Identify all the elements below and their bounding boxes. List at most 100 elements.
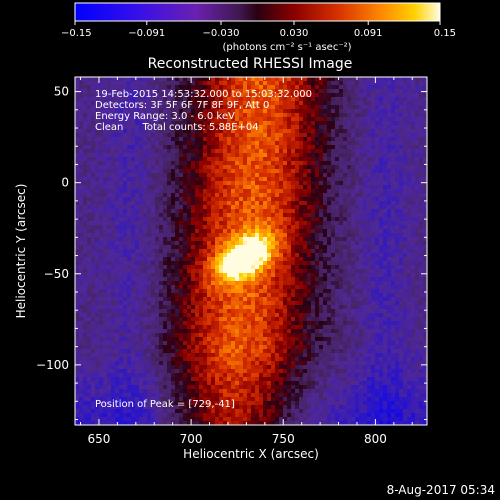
heatmap-cell	[143, 241, 148, 246]
heatmap-cell	[115, 329, 120, 334]
heatmap-cell	[195, 345, 200, 350]
heatmap-cell	[295, 413, 300, 418]
heatmap-cell	[159, 321, 164, 326]
heatmap-cell	[195, 365, 200, 370]
heatmap-cell	[91, 193, 96, 198]
heatmap-cell	[155, 93, 160, 98]
heatmap-cell	[255, 249, 260, 254]
heatmap-cell	[147, 85, 152, 90]
heatmap-cell	[151, 389, 156, 394]
heatmap-cell	[155, 361, 160, 366]
heatmap-cell	[211, 385, 216, 390]
heatmap-cell	[227, 77, 232, 82]
heatmap-cell	[259, 353, 264, 358]
heatmap-cell	[211, 357, 216, 362]
heatmap-cell	[211, 117, 216, 122]
heatmap-cell	[155, 173, 160, 178]
heatmap-cell	[87, 261, 92, 266]
heatmap-cell	[295, 341, 300, 346]
heatmap-cell	[139, 253, 144, 258]
heatmap-cell	[199, 277, 204, 282]
heatmap-cell	[111, 177, 116, 182]
heatmap-cell	[299, 137, 304, 142]
heatmap-cell	[283, 273, 288, 278]
heatmap-cell	[243, 225, 248, 230]
heatmap-cell	[183, 313, 188, 318]
heatmap-cell	[115, 117, 120, 122]
heatmap-cell	[123, 317, 128, 322]
heatmap-cell	[91, 117, 96, 122]
heatmap-cell	[87, 97, 92, 102]
heatmap-cell	[139, 117, 144, 122]
heatmap-cell	[255, 133, 260, 138]
heatmap-cell	[75, 153, 80, 158]
heatmap-cell	[283, 421, 288, 425]
heatmap-cell	[303, 89, 308, 94]
heatmap-cell	[147, 165, 152, 170]
heatmap-cell	[279, 129, 284, 134]
heatmap-cell	[271, 293, 276, 298]
heatmap-cell	[99, 85, 104, 90]
heatmap-cell	[199, 161, 204, 166]
heatmap-cell	[179, 369, 184, 374]
heatmap-cell	[235, 201, 240, 206]
heatmap-cell	[255, 269, 260, 274]
heatmap-cell	[75, 237, 80, 242]
heatmap-cell	[303, 109, 308, 114]
heatmap-cell	[203, 153, 208, 158]
heatmap-cell	[275, 373, 280, 378]
heatmap-cell	[167, 317, 172, 322]
heatmap-cell	[171, 225, 176, 230]
heatmap-cell	[127, 221, 132, 226]
heatmap-cell	[291, 413, 296, 418]
heatmap-cell	[295, 193, 300, 198]
heatmap-cell	[227, 237, 232, 242]
heatmap-cell	[103, 169, 108, 174]
heatmap-cell	[291, 337, 296, 342]
heatmap-cell	[215, 313, 220, 318]
heatmap-cell	[211, 285, 216, 290]
heatmap-cell	[235, 381, 240, 386]
heatmap-cell	[203, 385, 208, 390]
heatmap-cell	[223, 217, 228, 222]
heatmap-cell	[299, 113, 304, 118]
heatmap-cell	[275, 185, 280, 190]
heatmap-cell	[287, 413, 292, 418]
heatmap-cell	[123, 93, 128, 98]
heatmap-cell	[255, 149, 260, 154]
heatmap-cell	[191, 321, 196, 326]
heatmap-cell	[223, 269, 228, 274]
heatmap-cell	[83, 81, 88, 86]
heatmap-cell	[291, 197, 296, 202]
heatmap-cell	[183, 205, 188, 210]
heatmap-cell	[79, 301, 84, 306]
heatmap-cell	[83, 249, 88, 254]
heatmap-cell	[287, 325, 292, 330]
heatmap-cell	[299, 201, 304, 206]
heatmap-cell	[279, 229, 284, 234]
heatmap-cell	[111, 181, 116, 186]
heatmap-cell	[179, 257, 184, 262]
heatmap-cell	[107, 129, 112, 134]
heatmap-cell	[75, 397, 80, 402]
heatmap-cell	[251, 325, 256, 330]
heatmap-cell	[251, 189, 256, 194]
heatmap-cell	[179, 149, 184, 154]
heatmap-cell	[87, 409, 92, 414]
heatmap-cell	[95, 333, 100, 338]
heatmap-cell	[159, 333, 164, 338]
heatmap-cell	[219, 309, 224, 314]
heatmap-cell	[227, 121, 232, 126]
heatmap-cell	[119, 165, 124, 170]
heatmap-cell	[295, 225, 300, 230]
heatmap-cell	[227, 297, 232, 302]
heatmap-cell	[147, 297, 152, 302]
heatmap-cell	[151, 217, 156, 222]
heatmap-cell	[119, 405, 124, 410]
heatmap-cell	[123, 341, 128, 346]
heatmap-cell	[235, 289, 240, 294]
heatmap-cell	[163, 105, 168, 110]
heatmap-cell	[207, 189, 212, 194]
heatmap-cell	[147, 293, 152, 298]
heatmap-cell	[271, 377, 276, 382]
